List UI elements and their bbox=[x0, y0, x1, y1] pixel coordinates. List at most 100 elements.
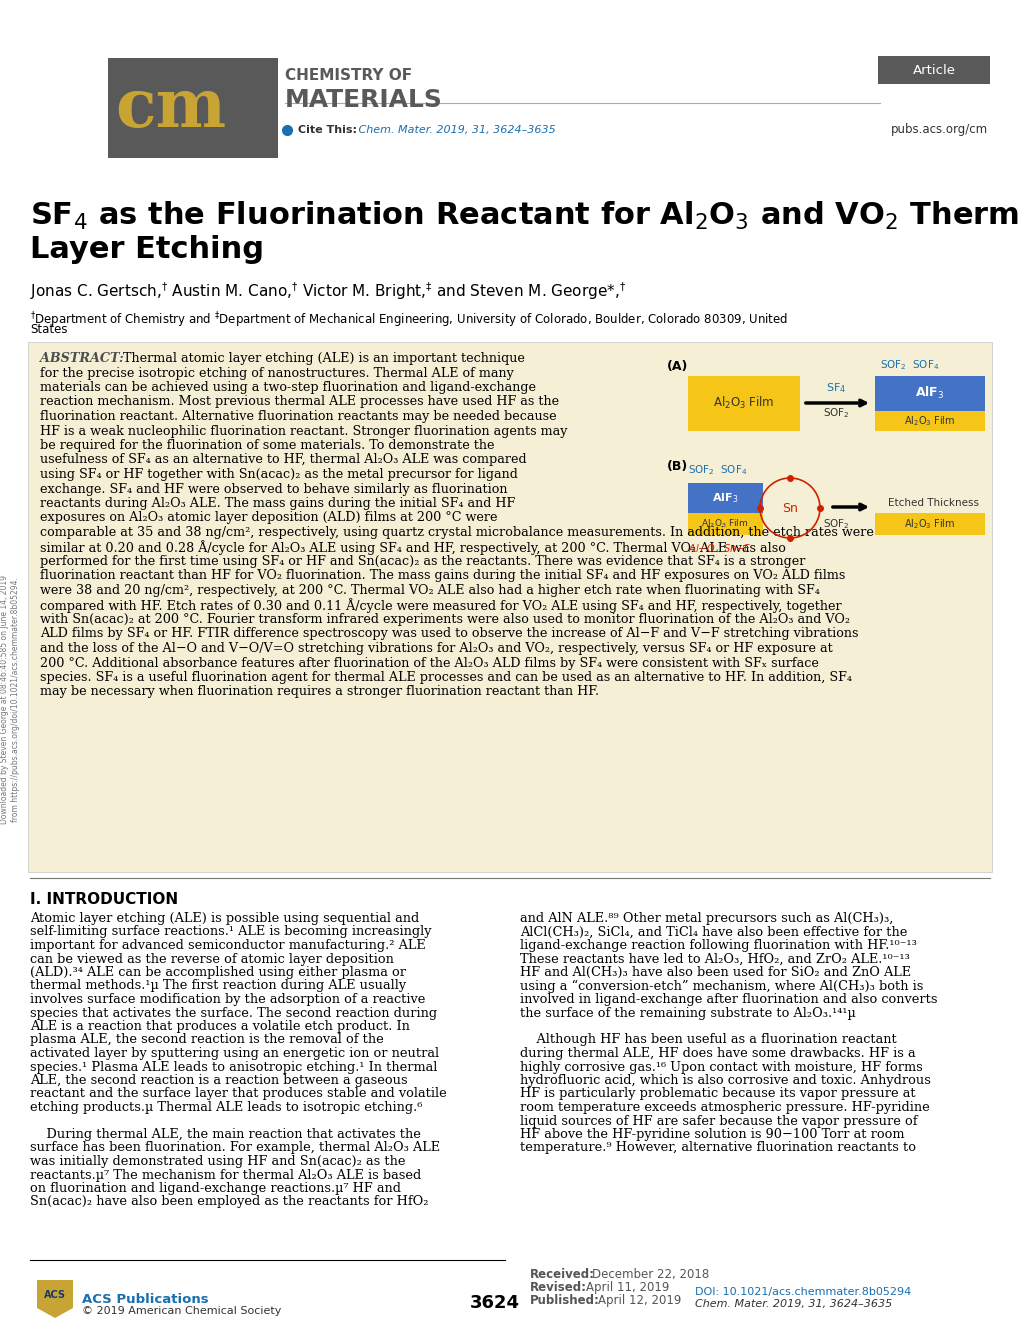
Text: ACS: ACS bbox=[44, 1290, 66, 1301]
Text: highly corrosive gas.¹⁶ Upon contact with moisture, HF forms: highly corrosive gas.¹⁶ Upon contact wit… bbox=[520, 1061, 922, 1074]
Text: ALD films by SF₄ or HF. FTIR difference spectroscopy was used to observe the inc: ALD films by SF₄ or HF. FTIR difference … bbox=[40, 627, 858, 640]
Text: December 22, 2018: December 22, 2018 bbox=[591, 1269, 708, 1281]
Text: for the precise isotropic etching of nanostructures. Thermal ALE of many: for the precise isotropic etching of nan… bbox=[40, 367, 514, 379]
Text: reactants.µ⁷ The mechanism for thermal Al₂O₃ ALE is based: reactants.µ⁷ The mechanism for thermal A… bbox=[30, 1169, 421, 1182]
Text: Cite This:: Cite This: bbox=[298, 125, 357, 135]
Bar bbox=[28, 342, 991, 872]
Text: Al$_2$O$_3$ Film: Al$_2$O$_3$ Film bbox=[712, 395, 774, 411]
Text: materials can be achieved using a two-step fluorination and ligand-exchange: materials can be achieved using a two-st… bbox=[40, 382, 535, 394]
Text: comparable at 35 and 38 ng/cm², respectively, using quartz crystal microbalance : comparable at 35 and 38 ng/cm², respecti… bbox=[40, 526, 873, 539]
Text: exposures on Al₂O₃ atomic layer deposition (ALD) films at 200 °C were: exposures on Al₂O₃ atomic layer depositi… bbox=[40, 511, 497, 524]
Text: SOF$_2$: SOF$_2$ bbox=[822, 406, 849, 420]
Text: may be necessary when fluorination requires a stronger fluorination reactant tha: may be necessary when fluorination requi… bbox=[40, 686, 598, 699]
Text: fluorination reactant than HF for VO₂ fluorination. The mass gains during the in: fluorination reactant than HF for VO₂ fl… bbox=[40, 570, 845, 583]
Text: species. SF₄ is a useful fluorination agent for thermal ALE processes and can be: species. SF₄ is a useful fluorination ag… bbox=[40, 671, 851, 684]
Text: SOF$_2$: SOF$_2$ bbox=[822, 518, 849, 531]
Text: SOF$_2$  SOF$_4$: SOF$_2$ SOF$_4$ bbox=[688, 463, 747, 476]
Text: Al$_2$O$_3$ Film: Al$_2$O$_3$ Film bbox=[904, 414, 955, 428]
Text: on fluorination and ligand-exchange reactions.µ⁷ HF and: on fluorination and ligand-exchange reac… bbox=[30, 1182, 400, 1195]
Text: Atomic layer etching (ALE) is possible using sequential and: Atomic layer etching (ALE) is possible u… bbox=[30, 912, 419, 924]
Text: Al$_2$O$_3$ Film: Al$_2$O$_3$ Film bbox=[904, 518, 955, 531]
Bar bbox=[688, 483, 762, 514]
Text: using SF₄ or HF together with Sn(acac)₂ as the metal precursor for ligand: using SF₄ or HF together with Sn(acac)₂ … bbox=[40, 468, 518, 482]
Text: © 2019 American Chemical Society: © 2019 American Chemical Society bbox=[82, 1306, 281, 1317]
Text: important for advanced semiconductor manufacturing.² ALE: important for advanced semiconductor man… bbox=[30, 939, 425, 952]
Text: Layer Etching: Layer Etching bbox=[30, 235, 264, 264]
Text: self-limiting surface reactions.¹ ALE is becoming increasingly: self-limiting surface reactions.¹ ALE is… bbox=[30, 926, 431, 939]
Text: $^{\dagger}$Department of Chemistry and $^{\ddagger}$Department of Mechanical En: $^{\dagger}$Department of Chemistry and … bbox=[30, 309, 788, 329]
Text: reaction mechanism. Most previous thermal ALE processes have used HF as the: reaction mechanism. Most previous therma… bbox=[40, 395, 558, 408]
Bar bbox=[874, 411, 984, 431]
Bar bbox=[688, 376, 799, 431]
Bar bbox=[688, 514, 762, 535]
Text: etching products.µ Thermal ALE leads to isotropic etching.⁶: etching products.µ Thermal ALE leads to … bbox=[30, 1101, 422, 1114]
Text: AlF$_3$: AlF$_3$ bbox=[914, 386, 944, 402]
Text: 3624: 3624 bbox=[470, 1294, 520, 1313]
Text: involved in ligand-exchange after fluorination and also converts: involved in ligand-exchange after fluori… bbox=[520, 992, 936, 1006]
Text: Revised:: Revised: bbox=[530, 1281, 586, 1294]
Text: Although HF has been useful as a fluorination reactant: Although HF has been useful as a fluorin… bbox=[520, 1034, 896, 1046]
Text: thermal methods.¹µ The first reaction during ALE usually: thermal methods.¹µ The first reaction du… bbox=[30, 979, 406, 992]
Text: ALE, the second reaction is a reaction between a gaseous: ALE, the second reaction is a reaction b… bbox=[30, 1074, 408, 1087]
Text: AlF$_3$: AlF$_3$ bbox=[711, 491, 738, 504]
Text: Thermal atomic layer etching (ALE) is an important technique: Thermal atomic layer etching (ALE) is an… bbox=[115, 352, 525, 366]
Text: ACS Publications: ACS Publications bbox=[82, 1293, 209, 1306]
Text: using a “conversion-etch” mechanism, where Al(CH₃)₃ both is: using a “conversion-etch” mechanism, whe… bbox=[520, 979, 922, 992]
Text: April 11, 2019: April 11, 2019 bbox=[586, 1281, 668, 1294]
Text: These reactants have led to Al₂O₃, HfO₂, and ZrO₂ ALE.¹⁰⁻¹³: These reactants have led to Al₂O₃, HfO₂,… bbox=[520, 952, 909, 966]
Bar bbox=[877, 56, 989, 84]
Bar bbox=[874, 376, 984, 411]
Text: be required for the fluorination of some materials. To demonstrate the: be required for the fluorination of some… bbox=[40, 439, 494, 452]
Text: the surface of the remaining substrate to Al₂O₃.¹⁴¹µ: the surface of the remaining substrate t… bbox=[520, 1006, 855, 1019]
Text: ligand-exchange reaction following fluorination with HF.¹⁰⁻¹³: ligand-exchange reaction following fluor… bbox=[520, 939, 916, 952]
Text: cm: cm bbox=[115, 76, 226, 140]
Text: AlCl(CH₃)₂, SiCl₄, and TiCl₄ have also been effective for the: AlCl(CH₃)₂, SiCl₄, and TiCl₄ have also b… bbox=[520, 926, 907, 939]
Text: (ALD).³⁴ ALE can be accomplished using either plasma or: (ALD).³⁴ ALE can be accomplished using e… bbox=[30, 966, 406, 979]
Text: plasma ALE, the second reaction is the removal of the: plasma ALE, the second reaction is the r… bbox=[30, 1034, 383, 1046]
Text: Al$-$O...Sn$-$F: Al$-$O...Sn$-$F bbox=[688, 542, 751, 554]
Text: Article: Article bbox=[912, 64, 955, 76]
Text: species.¹ Plasma ALE leads to anisotropic etching.¹ In thermal: species.¹ Plasma ALE leads to anisotropi… bbox=[30, 1061, 437, 1074]
Text: and the loss of the Al−O and V−O/V=O stretching vibrations for Al₂O₃ and VO₂, re: and the loss of the Al−O and V−O/V=O str… bbox=[40, 642, 832, 655]
Text: Jonas C. Gertsch,$^{\dagger}$ Austin M. Cano,$^{\dagger}$ Victor M. Bright,$^{\d: Jonas C. Gertsch,$^{\dagger}$ Austin M. … bbox=[30, 280, 626, 301]
Text: involves surface modification by the adsorption of a reactive: involves surface modification by the ads… bbox=[30, 992, 425, 1006]
Text: and AlN ALE.⁸⁹ Other metal precursors such as Al(CH₃)₃,: and AlN ALE.⁸⁹ Other metal precursors su… bbox=[520, 912, 893, 924]
Text: HF is a weak nucleophilic fluorination reactant. Stronger fluorination agents ma: HF is a weak nucleophilic fluorination r… bbox=[40, 424, 567, 438]
Bar bbox=[108, 57, 278, 157]
Text: HF is particularly problematic because its vapor pressure at: HF is particularly problematic because i… bbox=[520, 1087, 915, 1101]
Text: ALE is a reaction that produces a volatile etch product. In: ALE is a reaction that produces a volati… bbox=[30, 1021, 410, 1033]
Text: during thermal ALE, HF does have some drawbacks. HF is a: during thermal ALE, HF does have some dr… bbox=[520, 1047, 915, 1061]
Text: can be viewed as the reverse of atomic layer deposition: can be viewed as the reverse of atomic l… bbox=[30, 952, 393, 966]
Text: Received:: Received: bbox=[530, 1269, 594, 1281]
Text: SF$_4$ as the Fluorination Reactant for Al$_2$O$_3$ and VO$_2$ Thermal Atomic: SF$_4$ as the Fluorination Reactant for … bbox=[30, 200, 1019, 232]
Text: MATERIALS: MATERIALS bbox=[284, 88, 442, 112]
Text: April 12, 2019: April 12, 2019 bbox=[597, 1294, 681, 1307]
Text: reactant and the surface layer that produces stable and volatile: reactant and the surface layer that prod… bbox=[30, 1087, 446, 1101]
Text: I. INTRODUCTION: I. INTRODUCTION bbox=[30, 892, 178, 907]
Text: with Sn(acac)₂ at 200 °C. Fourier transform infrared experiments were also used : with Sn(acac)₂ at 200 °C. Fourier transf… bbox=[40, 614, 849, 626]
Text: (A): (A) bbox=[666, 360, 688, 374]
Text: DOI: 10.1021/acs.chemmater.8b05294: DOI: 10.1021/acs.chemmater.8b05294 bbox=[694, 1287, 910, 1297]
Text: similar at 0.20 and 0.28 Å/cycle for Al₂O₃ ALE using SF₄ and HF, respectively, a: similar at 0.20 and 0.28 Å/cycle for Al₂… bbox=[40, 540, 785, 555]
Text: Chem. Mater. 2019, 31, 3624–3635: Chem. Mater. 2019, 31, 3624–3635 bbox=[694, 1299, 892, 1309]
Text: CHEMISTRY OF: CHEMISTRY OF bbox=[284, 68, 412, 83]
Text: exchange. SF₄ and HF were observed to behave similarly as fluorination: exchange. SF₄ and HF were observed to be… bbox=[40, 483, 507, 495]
Text: surface has been fluorination. For example, thermal Al₂O₃ ALE: surface has been fluorination. For examp… bbox=[30, 1142, 439, 1154]
Text: species that activates the surface. The second reaction during: species that activates the surface. The … bbox=[30, 1006, 437, 1019]
Text: reactants during Al₂O₃ ALE. The mass gains during the initial SF₄ and HF: reactants during Al₂O₃ ALE. The mass gai… bbox=[40, 498, 515, 510]
Text: compared with HF. Etch rates of 0.30 and 0.11 Å/cycle were measured for VO₂ ALE : compared with HF. Etch rates of 0.30 and… bbox=[40, 599, 841, 614]
Text: pubs.acs.org/cm: pubs.acs.org/cm bbox=[890, 124, 987, 136]
Text: usefulness of SF₄ as an alternative to HF, thermal Al₂O₃ ALE was compared: usefulness of SF₄ as an alternative to H… bbox=[40, 454, 526, 467]
Text: 200 °C. Additional absorbance features after fluorination of the Al₂O₃ ALD films: 200 °C. Additional absorbance features a… bbox=[40, 656, 818, 670]
Text: Sn(acac)₂ have also been employed as the reactants for HfO₂: Sn(acac)₂ have also been employed as the… bbox=[30, 1195, 428, 1209]
Text: ABSTRACT:: ABSTRACT: bbox=[40, 352, 123, 366]
Text: hydrofluoric acid, which is also corrosive and toxic. Anhydrous: hydrofluoric acid, which is also corrosi… bbox=[520, 1074, 930, 1087]
Text: (B): (B) bbox=[666, 460, 688, 474]
Text: Published:: Published: bbox=[530, 1294, 599, 1307]
Text: SF$_4$: SF$_4$ bbox=[825, 382, 845, 395]
Text: were 38 and 20 ng/cm², respectively, at 200 °C. Thermal VO₂ ALE also had a highe: were 38 and 20 ng/cm², respectively, at … bbox=[40, 584, 819, 598]
Text: SOF$_2$  SOF$_4$: SOF$_2$ SOF$_4$ bbox=[879, 358, 938, 372]
Text: Sn: Sn bbox=[782, 502, 797, 515]
Text: activated layer by sputtering using an energetic ion or neutral: activated layer by sputtering using an e… bbox=[30, 1047, 439, 1061]
Text: States: States bbox=[30, 323, 67, 336]
